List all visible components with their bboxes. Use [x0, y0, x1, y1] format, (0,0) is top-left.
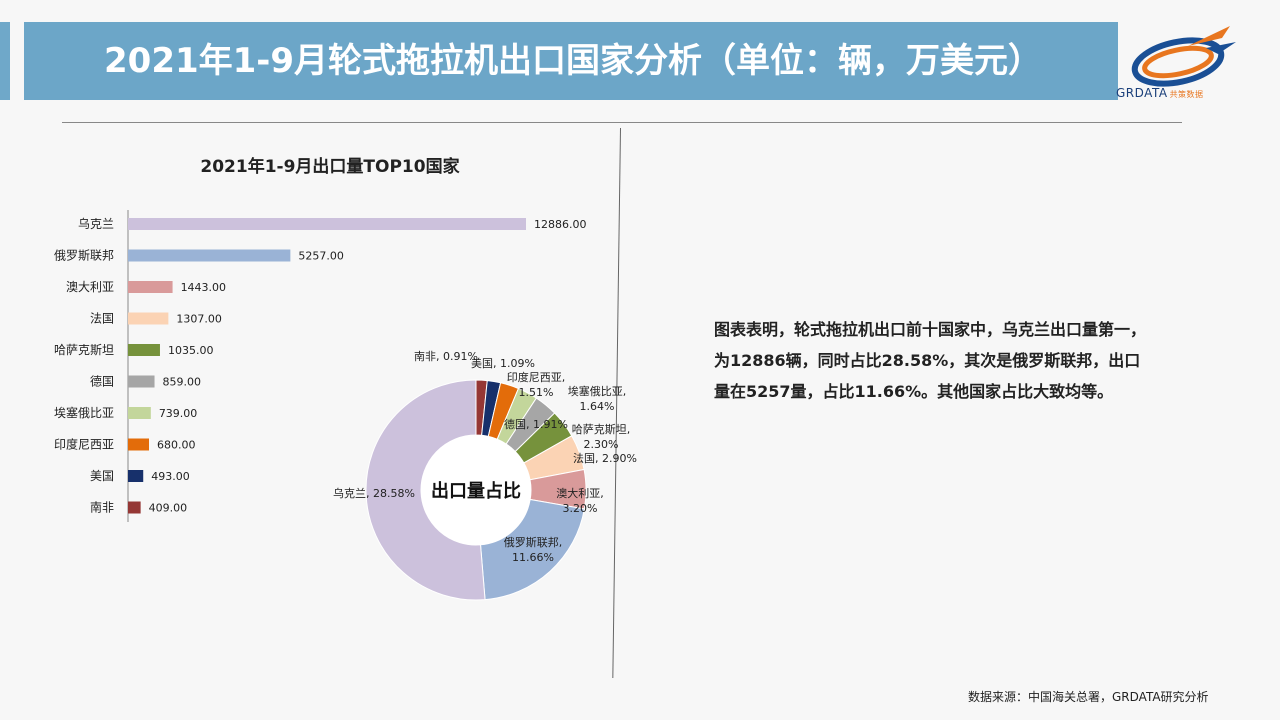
bar-value-label: 680.00 [157, 439, 196, 452]
chart-title: 2021年1-9月出口量TOP10国家 [200, 157, 460, 177]
bar-category-label: 哈萨克斯坦 [54, 343, 114, 357]
bar [128, 344, 160, 356]
pie-slice-label: 哈萨克斯坦, 2.30% [572, 422, 631, 451]
bar [128, 218, 526, 230]
divider-horizontal [62, 122, 1182, 123]
bar-value-label: 739.00 [159, 407, 198, 420]
bar-category-label: 德国 [90, 374, 114, 389]
bar-category-label: 法国 [90, 312, 114, 326]
grdata-logo [1131, 26, 1236, 87]
donut-hole [421, 435, 531, 545]
bar [128, 438, 150, 451]
analysis-text: 图表表明，轮式拖拉机出口前十国家中，乌克兰出口量第一，为12886辆，同时占比2… [714, 320, 1147, 401]
pie-slice-label: 美国, 1.09% [471, 357, 535, 370]
bar [128, 407, 151, 419]
bar-value-label: 859.00 [163, 376, 202, 389]
logo-wordmark: GRDATA 共策数据 [1116, 86, 1204, 100]
pie-slice-label: 南非, 0.91% [414, 350, 478, 363]
donut-center-label: 出口量占比 [431, 480, 521, 502]
page-title: 2021年1-9月轮式拖拉机出口国家分析（单位：辆，万美元） [104, 41, 1043, 81]
data-source: 数据来源：中国海关总署，GRDATA研究分析 [968, 690, 1209, 704]
title-bar: 2021年1-9月轮式拖拉机出口国家分析（单位：辆，万美元） [24, 22, 1118, 100]
bar [128, 501, 141, 514]
header-accent-bar [0, 22, 10, 100]
bar-category-label: 印度尼西亚 [54, 437, 114, 452]
bar-category-label: 俄罗斯联邦 [54, 249, 114, 263]
pie-slice-label: 印度尼西亚, 1.51% [507, 370, 566, 399]
bar-category-label: 乌克兰 [78, 216, 114, 231]
bar-value-label: 409.00 [149, 502, 188, 515]
pie-slice-label: 法国, 2.90% [573, 451, 637, 465]
bar [128, 281, 173, 293]
bar-category-label: 南非 [90, 500, 114, 515]
bar [128, 312, 169, 325]
bar-category-label: 美国 [90, 469, 114, 483]
bar-value-label: 1443.00 [181, 281, 227, 294]
bar-value-label: 493.00 [151, 470, 190, 483]
bar [128, 249, 291, 262]
bar-value-label: 12886.00 [534, 218, 587, 231]
pie-slice-label: 埃塞俄比亚, 1.64% [568, 384, 627, 413]
pie-slice-label: 乌克兰, 28.58% [333, 486, 415, 500]
bar [128, 470, 144, 482]
pie-slice-label: 俄罗斯联邦, 11.66% [504, 536, 563, 564]
bar-value-label: 1035.00 [168, 344, 214, 357]
pie-slice-label: 德国, 1.91% [504, 417, 568, 431]
bar-value-label: 5257.00 [298, 250, 344, 263]
bar [128, 375, 155, 388]
bar-category-label: 埃塞俄比亚 [54, 405, 114, 420]
bar-category-label: 澳大利亚 [66, 280, 114, 294]
pie-slice-label: 澳大利亚, 3.20% [556, 486, 604, 515]
bar-value-label: 1307.00 [176, 313, 222, 326]
